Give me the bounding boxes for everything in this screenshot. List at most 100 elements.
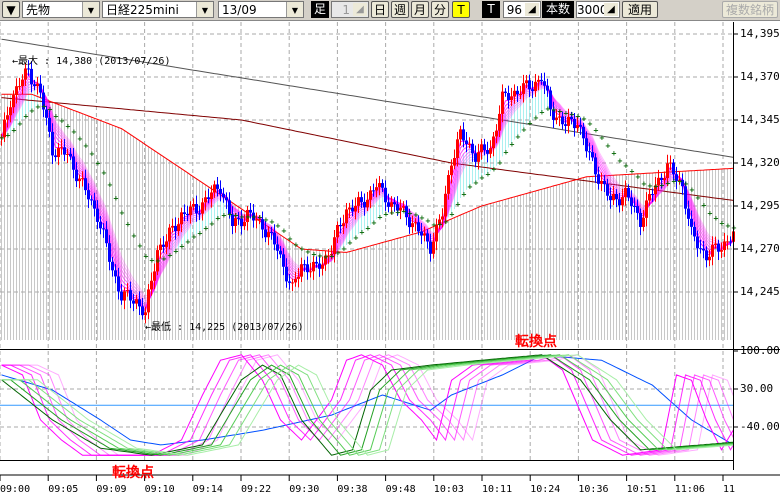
candle-body	[630, 197, 633, 206]
ma-green-marker: +	[725, 222, 731, 230]
ma-green-marker: +	[221, 211, 227, 219]
contract-value: 13/09	[222, 3, 257, 17]
candle-body	[612, 193, 615, 201]
candle-body	[369, 190, 372, 200]
ma-green-marker: +	[503, 149, 509, 157]
ma-green-marker: +	[467, 183, 473, 191]
candle-body	[345, 209, 348, 224]
candle-body	[447, 175, 450, 194]
t-spinner[interactable]: 96 ◢	[503, 1, 541, 18]
ma-green-marker: +	[389, 209, 395, 217]
candle-body	[606, 184, 609, 196]
apply-button[interactable]: 適用	[622, 1, 658, 18]
candle-body	[141, 306, 144, 316]
candle-body	[453, 157, 456, 166]
candle-body	[366, 199, 369, 208]
candle-body	[324, 255, 327, 265]
ma-green-marker: +	[707, 210, 713, 218]
ma-green-marker: +	[647, 182, 653, 190]
candle-body	[198, 213, 201, 215]
spinner-icon[interactable]: ◢	[604, 3, 618, 16]
ashi-spinner[interactable]: 1 ◢	[331, 1, 369, 18]
day-button[interactable]: 日	[371, 1, 389, 18]
price-tick-label: 14,270	[740, 242, 780, 255]
market-value: 先物	[26, 3, 51, 17]
market-select[interactable]: 先物 ▼	[22, 1, 100, 18]
candle-body	[432, 241, 435, 254]
ma-green-marker: +	[161, 255, 167, 263]
ma-green-marker: +	[287, 235, 293, 243]
spinner-icon[interactable]: ◢	[353, 3, 367, 16]
candle-body	[297, 276, 300, 279]
candle-body	[633, 205, 636, 207]
ma-green-marker: +	[359, 229, 365, 237]
ma-green-marker: +	[425, 217, 431, 225]
spinner-icon[interactable]: ◢	[525, 3, 539, 16]
month-button[interactable]: 月	[411, 1, 429, 18]
candle-body	[213, 184, 216, 193]
price-tick-label: 14,345	[740, 113, 780, 126]
menu-dropdown-button[interactable]: ▼	[2, 1, 20, 18]
ma-green-marker: +	[29, 107, 35, 115]
ma-green-marker: +	[629, 167, 635, 175]
candle-body	[564, 124, 567, 126]
ma-green-marker: +	[635, 173, 641, 181]
contract-select[interactable]: 13/09 ▼	[218, 1, 304, 18]
candle-body	[120, 291, 123, 301]
candle-body	[561, 116, 564, 125]
ma-green-marker: +	[107, 181, 113, 189]
candle-body	[162, 244, 165, 247]
candle-body	[657, 177, 660, 186]
ma-green-marker: +	[719, 219, 725, 227]
count-spinner[interactable]: 3000 ◢	[576, 1, 620, 18]
candle-body	[408, 217, 411, 228]
week-button[interactable]: 週	[391, 1, 409, 18]
candle-body	[387, 202, 390, 207]
minute-button[interactable]: 分	[431, 1, 449, 18]
candle-body	[486, 150, 489, 154]
candle-body	[174, 225, 177, 231]
ashi-value: 1	[342, 3, 350, 17]
candle-body	[597, 174, 600, 184]
price-tick-label: 14,245	[740, 285, 780, 298]
candle-body	[723, 241, 726, 251]
candle-body	[429, 241, 432, 254]
ma-green-marker: +	[245, 213, 251, 221]
ma-green-marker: +	[641, 180, 647, 188]
ma-green-marker: +	[167, 251, 173, 259]
candle-body	[96, 208, 99, 222]
oscillator-tick-label: 30.00	[740, 382, 774, 395]
candle-body	[144, 312, 147, 316]
candle-body	[69, 153, 72, 157]
ma-green-marker: +	[323, 253, 329, 261]
candle-body	[405, 206, 408, 218]
candle-body	[471, 143, 474, 154]
candle-body	[48, 117, 51, 132]
ma-green-marker: +	[581, 115, 587, 123]
candle-body	[510, 96, 513, 101]
candle-body	[711, 244, 714, 257]
ma-green-marker: +	[413, 211, 419, 219]
ma-green-marker: +	[449, 210, 455, 218]
candle-body	[696, 236, 699, 249]
candle-body	[396, 204, 399, 211]
candle-body	[294, 278, 297, 283]
candle-body	[255, 219, 258, 221]
candle-body	[480, 144, 483, 153]
ma-green-marker: +	[593, 126, 599, 134]
candle-body	[249, 209, 252, 213]
ma-line-red	[1, 93, 734, 253]
candle-body	[18, 86, 21, 88]
symbol-select[interactable]: 日経225mini ▼	[102, 1, 214, 18]
candle-body	[72, 156, 75, 170]
candle-body	[363, 201, 366, 208]
multi-symbol-button[interactable]: 複数銘柄	[722, 1, 778, 18]
time-tick-label: 10:11	[482, 484, 513, 495]
candle-body	[192, 204, 195, 207]
candle-body	[381, 183, 384, 188]
candle-body	[552, 109, 555, 120]
t-toggle-button[interactable]: T	[452, 1, 470, 18]
ma-green-marker: +	[35, 103, 41, 111]
candle-body	[624, 187, 627, 198]
